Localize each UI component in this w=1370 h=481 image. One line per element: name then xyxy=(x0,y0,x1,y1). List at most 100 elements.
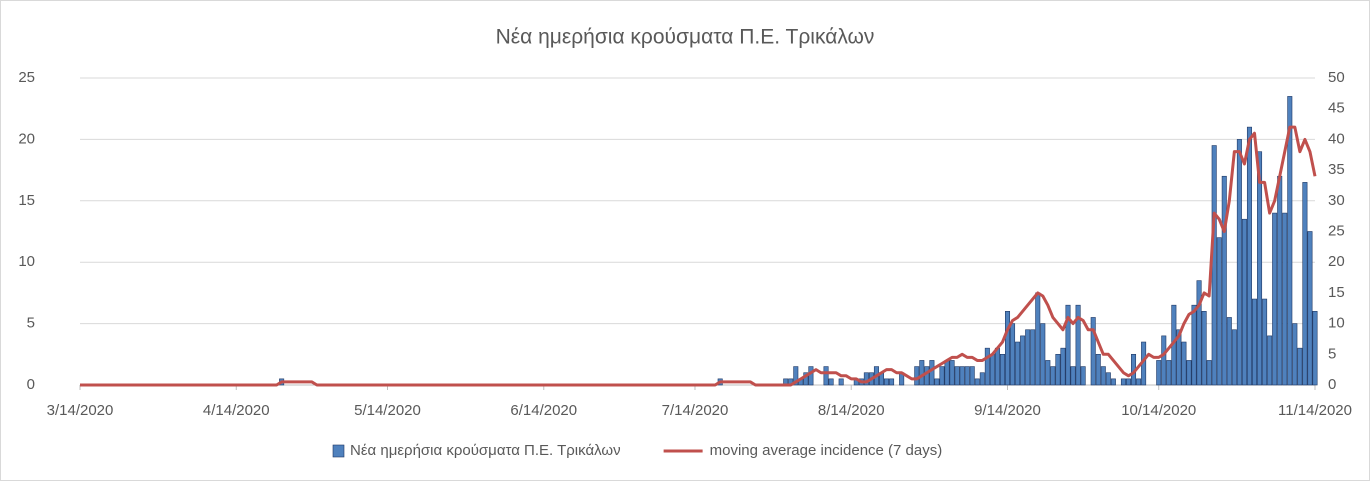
bar xyxy=(1267,335,1273,386)
y2-tick-label: 5 xyxy=(1328,345,1336,362)
x-tick-label: 4/14/2020 xyxy=(203,402,270,419)
bar xyxy=(954,366,960,386)
y-tick-label: 20 xyxy=(18,130,35,147)
bar xyxy=(1095,353,1101,386)
bar xyxy=(1080,366,1086,386)
x-tick-label: 5/14/2020 xyxy=(354,402,421,419)
bar xyxy=(1257,151,1263,386)
y2-tick-label: 20 xyxy=(1328,253,1345,270)
bar xyxy=(1040,323,1046,386)
bar xyxy=(1221,175,1227,386)
bar xyxy=(984,347,990,386)
bar xyxy=(793,366,799,386)
bar xyxy=(1297,347,1303,386)
bar xyxy=(944,360,950,386)
bar xyxy=(979,372,985,386)
bar xyxy=(1025,329,1031,386)
bar xyxy=(994,347,1000,386)
bar xyxy=(1005,311,1011,386)
x-tick-label: 10/14/2020 xyxy=(1121,402,1196,419)
y2-tick-label: 10 xyxy=(1328,315,1345,332)
x-tick-label: 3/14/2020 xyxy=(47,402,114,419)
bar xyxy=(1120,378,1126,386)
bar xyxy=(969,366,975,386)
bar xyxy=(1287,96,1293,386)
bar xyxy=(1090,317,1096,386)
bar xyxy=(1045,360,1051,386)
bar xyxy=(1136,378,1142,386)
y2-tick-label: 25 xyxy=(1328,222,1345,239)
bar xyxy=(1201,311,1207,386)
bar xyxy=(1292,323,1298,386)
bar xyxy=(1060,347,1066,386)
y-tick-label: 10 xyxy=(18,253,35,270)
bar xyxy=(919,360,925,386)
bar xyxy=(838,378,844,386)
x-tick-label: 9/14/2020 xyxy=(974,402,1041,419)
bar xyxy=(823,366,829,386)
y2-tick-label: 50 xyxy=(1328,69,1345,86)
bar xyxy=(1282,212,1288,386)
bar xyxy=(999,353,1005,386)
y2-tick-label: 30 xyxy=(1328,192,1345,209)
bar xyxy=(1231,329,1237,386)
bar xyxy=(1020,335,1026,386)
bar xyxy=(1035,292,1041,386)
bar xyxy=(924,366,930,386)
bar xyxy=(1055,353,1061,386)
bar xyxy=(1075,304,1081,386)
bar xyxy=(949,360,955,386)
bar xyxy=(1176,329,1182,386)
bar xyxy=(1241,218,1247,386)
x-tick-label: 8/14/2020 xyxy=(818,402,885,419)
bar xyxy=(889,378,895,386)
y2-tick-label: 15 xyxy=(1328,284,1345,301)
bar xyxy=(1252,298,1258,386)
legend-swatch xyxy=(332,444,345,458)
bar xyxy=(1302,182,1308,386)
bar xyxy=(1166,360,1172,386)
legend-label: moving average incidence (7 days) xyxy=(710,442,943,459)
bar xyxy=(1070,366,1076,386)
bar xyxy=(1226,317,1232,386)
bar xyxy=(1206,360,1212,386)
bar xyxy=(1105,372,1111,386)
bar xyxy=(1186,360,1192,386)
x-tick-label: 7/14/2020 xyxy=(662,402,729,419)
bar xyxy=(914,366,920,386)
bar xyxy=(934,378,940,386)
bar xyxy=(1312,311,1318,386)
y2-tick-label: 45 xyxy=(1328,100,1345,117)
bar xyxy=(1015,341,1021,386)
bar xyxy=(1262,298,1268,386)
bar xyxy=(1196,280,1202,386)
bar xyxy=(974,378,980,386)
x-tick-label: 6/14/2020 xyxy=(510,402,577,419)
bar xyxy=(1307,231,1313,386)
y2-tick-label: 35 xyxy=(1328,161,1345,178)
bar xyxy=(1030,329,1036,386)
legend-label: Νέα ημερήσια κρούσματα Π.Ε. Τρικάλων xyxy=(350,442,621,459)
bar xyxy=(964,366,970,386)
chart-title: Νέα ημερήσια κρούσματα Π.Ε. Τρικάλων xyxy=(496,26,875,49)
y2-tick-label: 40 xyxy=(1328,130,1345,147)
bar xyxy=(1191,304,1197,386)
y-tick-label: 15 xyxy=(18,192,35,209)
bar xyxy=(1277,175,1283,386)
bar xyxy=(989,353,995,386)
x-tick-label: 11/14/2020 xyxy=(1278,402,1352,419)
bar xyxy=(1246,126,1252,386)
bar xyxy=(1161,335,1167,386)
y-tick-label: 5 xyxy=(27,315,35,332)
line xyxy=(80,125,1317,387)
bar xyxy=(1125,378,1131,386)
bar xyxy=(959,366,965,386)
y2-tick-label: 0 xyxy=(1328,376,1336,393)
bar xyxy=(808,366,814,386)
y-tick-label: 0 xyxy=(27,376,35,393)
bar xyxy=(1156,360,1162,386)
bar xyxy=(1010,323,1016,386)
bar xyxy=(1211,145,1217,386)
bar xyxy=(1181,341,1187,386)
